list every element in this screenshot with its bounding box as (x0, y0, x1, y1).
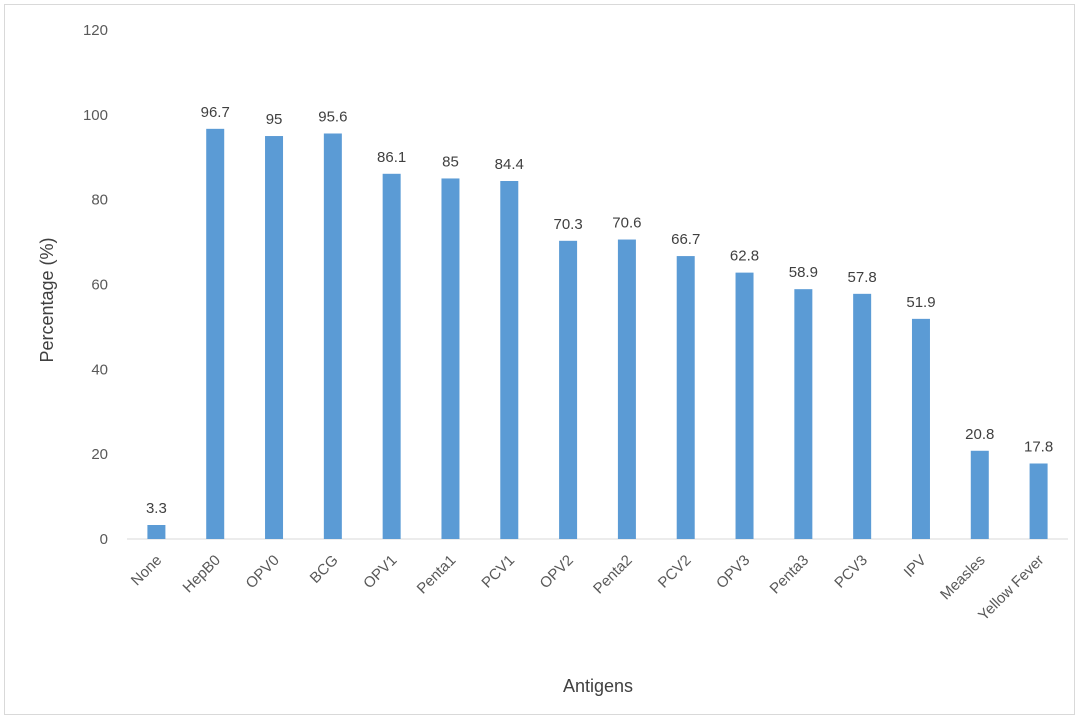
bar-value-label: 84.4 (495, 156, 524, 173)
category-label: BCG (307, 552, 342, 587)
bar (911, 318, 930, 539)
category-label: Penta1 (414, 552, 460, 598)
y-axis-ticks: 0 20 40 60 80 100 120 (83, 22, 108, 548)
y-tick-label: 80 (91, 192, 108, 209)
bar-value-label: 70.6 (612, 215, 641, 232)
bar (206, 128, 225, 540)
category-label: Penta3 (767, 552, 813, 598)
category-label: PCV3 (831, 552, 871, 592)
bar (323, 133, 342, 539)
bar-value-label: 85 (442, 153, 459, 170)
bar-value-label: 62.8 (730, 248, 759, 265)
bar (265, 136, 284, 539)
x-axis-title: Antigens (563, 676, 633, 696)
y-tick-label: 120 (83, 22, 108, 39)
bar (500, 181, 519, 539)
y-tick-label: 0 (100, 531, 108, 548)
bar-value-label: 86.1 (377, 149, 406, 166)
category-label: OPV1 (360, 552, 400, 592)
category-label: None (128, 552, 165, 589)
y-tick-label: 20 (91, 446, 108, 463)
category-label: IPV (901, 552, 930, 581)
bar-value-label: 20.8 (965, 426, 994, 443)
bar-value-label: 58.9 (789, 264, 818, 281)
y-tick-label: 100 (83, 107, 108, 124)
category-label: PCV2 (655, 552, 695, 592)
bar-value-label: 96.7 (201, 104, 230, 121)
chart-frame (4, 4, 1075, 715)
bar-value-label: 95 (266, 111, 283, 128)
bar-value-label: 3.3 (146, 500, 167, 517)
y-axis-title: Percentage (%) (37, 237, 57, 362)
category-label: HepB0 (180, 552, 224, 596)
category-label: Penta2 (590, 552, 636, 598)
category-labels: None HepB0 OPV0 BCG OPV1 Penta1 PCV1 OPV2 Penta2… (128, 552, 1048, 624)
bar (794, 289, 813, 539)
bar (441, 178, 460, 540)
bar-value-label: 17.8 (1024, 438, 1053, 455)
bars (147, 128, 1048, 540)
bar (970, 450, 989, 539)
category-label: OPV2 (537, 552, 577, 592)
category-label: Measles (937, 552, 989, 604)
bar (617, 239, 636, 539)
bar (382, 173, 401, 540)
bar (735, 272, 754, 539)
bar (559, 240, 578, 539)
y-tick-label: 40 (91, 361, 108, 378)
category-label: OPV3 (713, 552, 753, 592)
bar-value-label: 70.3 (553, 216, 582, 233)
bar (147, 525, 166, 539)
bar-value-label: 95.6 (318, 108, 347, 125)
bar (1029, 463, 1048, 539)
y-tick-label: 60 (91, 277, 108, 294)
bar-value-label: 51.9 (906, 294, 935, 311)
bar-value-label: 57.8 (848, 269, 877, 286)
bar (676, 256, 695, 539)
category-label: PCV1 (478, 552, 518, 592)
bar-value-label: 66.7 (671, 231, 700, 248)
category-label: OPV0 (243, 552, 283, 592)
value-labels: 3.3 96.7 95 95.6 86.1 85 84.4 70.3 70.6 66.7 62.8 5… (146, 104, 1053, 517)
bar (853, 293, 872, 539)
